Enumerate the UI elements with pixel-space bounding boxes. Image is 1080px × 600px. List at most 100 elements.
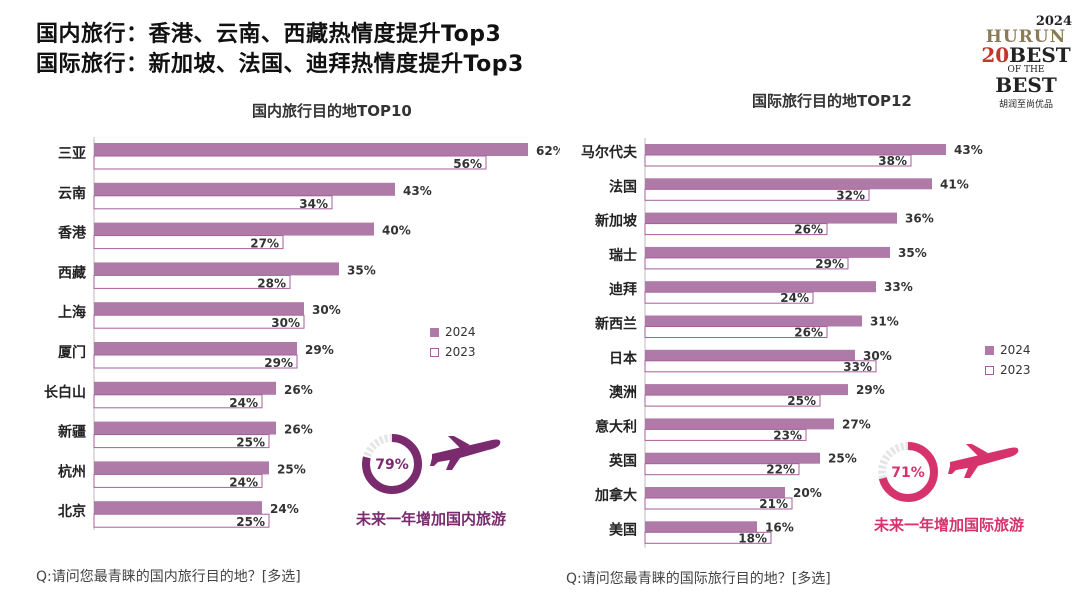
- data-label-2023: 18%: [738, 531, 767, 545]
- data-label-2023: 34%: [299, 197, 328, 211]
- category-label: 美国: [609, 521, 637, 538]
- category-label: 新西兰: [595, 316, 637, 333]
- data-label-2023: 25%: [236, 436, 265, 450]
- international-bar-chart: 马尔代夫 43% 38% 法国 41% 32% 新加坡 36% 26% 瑞士 35% 29% 迪拜 33%…: [581, 138, 983, 548]
- bar-2023: [93, 314, 305, 329]
- bar-2024: [94, 501, 262, 515]
- category-label: 瑞士: [609, 247, 637, 264]
- legend-label-2023: 2023: [445, 345, 476, 359]
- data-label-2023: 24%: [780, 291, 809, 305]
- bar-2023: [93, 235, 284, 250]
- category-label: 三亚: [58, 146, 86, 162]
- category-label: 法国: [609, 178, 637, 195]
- bar-2024: [94, 143, 528, 156]
- bar-2023: [644, 360, 877, 373]
- category-label: 加拿大: [594, 487, 637, 504]
- domestic-question-note: Q:请问您最青睐的国内旅行目的地？[多选]: [36, 569, 301, 585]
- international-question-note: Q:请问您最青睐的国际旅行目的地？[多选]: [566, 571, 831, 587]
- data-label-2023: 21%: [759, 497, 788, 511]
- data-label-2023: 29%: [264, 356, 293, 370]
- data-label-2024: 43%: [403, 184, 432, 198]
- bar-2024: [94, 342, 297, 355]
- data-label-2024: 31%: [870, 315, 899, 329]
- data-label-2023: 23%: [773, 428, 802, 442]
- bar-2023: [644, 428, 807, 441]
- data-label-2024: 26%: [284, 383, 313, 397]
- data-label-2023: 26%: [794, 326, 823, 340]
- category-label: 日本: [609, 350, 638, 367]
- bar-2023: [644, 394, 821, 407]
- data-label-2024: 25%: [828, 452, 857, 466]
- bar-2023: [93, 274, 291, 289]
- data-label-2024: 25%: [277, 462, 306, 476]
- domestic-legend: 2024 2023: [430, 322, 476, 362]
- data-label-2024: 40%: [382, 224, 411, 238]
- data-label-2024: 36%: [905, 212, 934, 226]
- donut-value-label: 71%: [891, 465, 925, 481]
- legend-swatch-2024: [430, 327, 439, 337]
- category-label: 杭州: [58, 463, 86, 480]
- legend-swatch-2024: [985, 345, 994, 355]
- bar-2024: [94, 262, 339, 276]
- category-label: 云南: [58, 185, 86, 202]
- category-label: 迪拜: [609, 281, 637, 298]
- domestic-chart-title: 国内旅行目的地TOP10: [252, 102, 412, 120]
- data-label-2024: 35%: [898, 246, 927, 260]
- legend-label-2024: 2024: [1000, 343, 1031, 357]
- domestic-donut-caption: 未来一年增加国内旅游: [356, 510, 507, 528]
- bar-2024: [94, 421, 276, 435]
- bar-2024: [645, 384, 848, 396]
- category-label: 新疆: [58, 424, 86, 441]
- bar-2024: [94, 461, 269, 475]
- bar-2024: [645, 487, 785, 498]
- legend-swatch-2023: [985, 365, 994, 375]
- donut-arc: [878, 442, 938, 502]
- headline-international: 国际旅行：新加坡、法国、迪拜热情度提升Top3: [36, 52, 524, 77]
- donut-arc: [362, 434, 422, 494]
- logo-cn: 胡润至尚优品: [998, 100, 1053, 110]
- logo-line: OF THE: [1007, 65, 1045, 75]
- category-label: 意大利: [595, 418, 637, 435]
- bar-2023: [644, 291, 814, 304]
- bar-2023: [93, 473, 263, 488]
- bar-2024: [94, 182, 395, 196]
- bar-2024: [645, 178, 932, 190]
- category-label: 马尔代夫: [581, 144, 638, 161]
- bar-2023: [644, 326, 828, 338]
- data-label-2023: 25%: [236, 515, 265, 529]
- data-label-2024: 33%: [884, 280, 913, 294]
- data-label-2024: 29%: [856, 383, 885, 397]
- bar-2024: [645, 212, 897, 224]
- logo-line: 20BEST: [981, 43, 1071, 67]
- category-label: 西藏: [58, 264, 86, 281]
- category-label: 新加坡: [595, 213, 638, 230]
- data-label-2023: 27%: [250, 237, 279, 251]
- bar-2024: [645, 281, 876, 293]
- bar-2024: [645, 315, 862, 327]
- headline-domestic: 国内旅行：香港、云南、西藏热情度提升Top3: [36, 22, 502, 47]
- bar-2023: [644, 154, 912, 167]
- data-label-2023: 38%: [878, 154, 907, 168]
- bar-2024: [645, 349, 855, 361]
- airplane-icon: [430, 432, 502, 476]
- logo-brand: HURUN: [985, 27, 1067, 47]
- bar-2023: [644, 223, 828, 236]
- airplane-icon: [948, 440, 1020, 484]
- domestic-donut: 79%: [360, 432, 424, 496]
- category-label: 北京: [58, 503, 86, 520]
- hurun-logo: 2024 HURUN 20BEST OF THE BEST 胡润至尚优品: [980, 14, 1072, 114]
- data-label-2024: 35%: [347, 263, 376, 277]
- category-label: 香港: [57, 225, 87, 242]
- bar-2024: [645, 144, 946, 155]
- category-label: 澳洲: [609, 384, 637, 401]
- legend-swatch-2023: [430, 347, 439, 357]
- data-label-2024: 30%: [312, 303, 341, 317]
- data-label-2024: 27%: [842, 417, 871, 431]
- data-label-2024: 29%: [305, 343, 334, 357]
- bar-2023: [644, 463, 800, 476]
- bar-2023: [93, 513, 270, 528]
- data-label-2024: 26%: [284, 423, 313, 437]
- data-label-2024: 43%: [954, 143, 983, 157]
- bar-2024: [645, 521, 757, 533]
- data-label-2024: 30%: [863, 349, 892, 363]
